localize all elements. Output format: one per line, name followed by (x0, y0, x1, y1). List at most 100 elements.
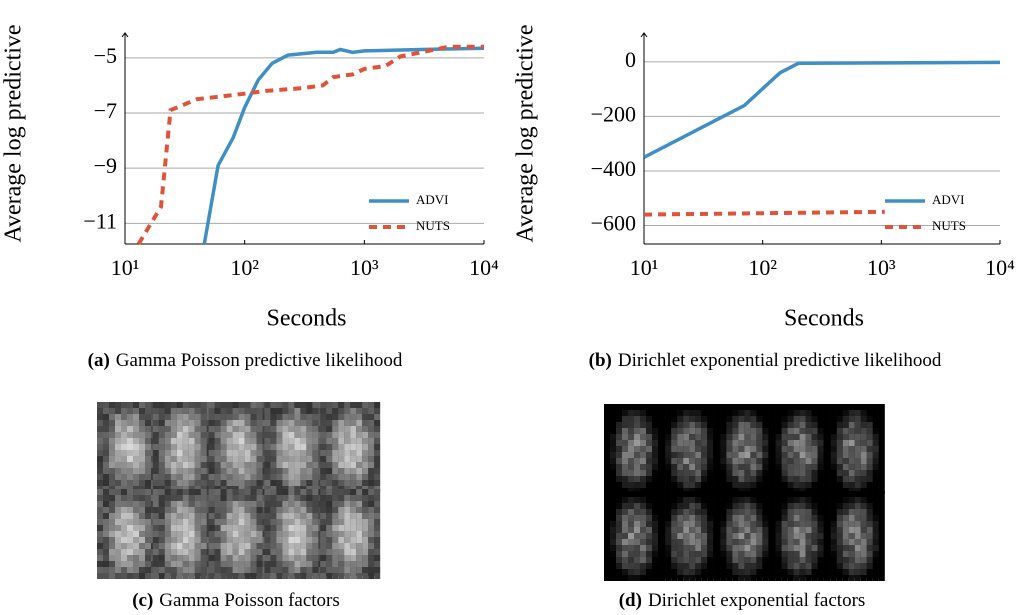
pixel (769, 491, 776, 497)
pixel (714, 458, 721, 464)
pixel (830, 509, 837, 515)
pixel (769, 539, 776, 545)
pixel (270, 450, 277, 456)
pixel (878, 422, 885, 428)
pixel (701, 503, 708, 509)
pixel (282, 414, 289, 420)
pixel (793, 557, 800, 563)
pixel (182, 426, 189, 432)
pixel (848, 575, 855, 581)
pixel (836, 569, 843, 575)
pixel (344, 573, 351, 579)
pixel (368, 432, 375, 438)
pixel (244, 414, 251, 420)
pixel (270, 462, 277, 468)
pixel (646, 428, 652, 434)
pixel (604, 521, 610, 527)
pixel (616, 482, 622, 488)
pixel (244, 450, 251, 456)
pixel (300, 501, 307, 507)
pixel (842, 440, 849, 446)
pixel (294, 543, 301, 549)
pixel (769, 482, 776, 488)
pixel (616, 569, 622, 575)
pixel (799, 491, 806, 497)
pixel (300, 489, 307, 495)
pixel (294, 549, 301, 555)
pixel (220, 549, 227, 555)
pixel (170, 537, 177, 543)
pixel (115, 573, 121, 579)
pixel (775, 446, 782, 452)
pixel (811, 404, 818, 410)
pixel (127, 468, 133, 474)
pixel (622, 440, 628, 446)
pixel (683, 575, 690, 581)
pixel (659, 434, 666, 440)
pixel (220, 501, 227, 507)
pixel (220, 462, 227, 468)
pixel (121, 474, 127, 480)
pixel (604, 497, 610, 503)
pixel (306, 414, 313, 420)
pixel (344, 462, 351, 468)
pixel (170, 408, 177, 414)
pixel (610, 464, 616, 470)
pixel (750, 482, 757, 488)
pixel (356, 489, 363, 495)
pixel (250, 414, 257, 420)
pixel (787, 404, 794, 410)
pixel (860, 521, 867, 527)
pixel (604, 452, 610, 458)
pixel (338, 462, 345, 468)
pixel (616, 464, 622, 470)
pixel (805, 521, 812, 527)
pixel (288, 519, 295, 525)
pixel (276, 456, 283, 462)
pixel (109, 549, 115, 555)
pixel (854, 509, 861, 515)
pixel (133, 474, 139, 480)
pixel (306, 420, 313, 426)
pixel (836, 533, 843, 539)
pixel (264, 474, 271, 480)
pixel (306, 501, 313, 507)
pixel (127, 462, 133, 468)
pixel (738, 575, 745, 581)
pixel (738, 416, 745, 422)
pixel (824, 416, 831, 422)
pixel (182, 456, 189, 462)
pixel (282, 450, 289, 456)
pixel (732, 416, 739, 422)
pixel (332, 513, 339, 519)
pixel (256, 531, 263, 537)
pixel (762, 482, 769, 488)
pixel (604, 458, 610, 464)
pixel (854, 476, 861, 482)
pixel (170, 507, 177, 513)
pixel (689, 458, 696, 464)
pixel (872, 569, 879, 575)
pixel (817, 458, 824, 464)
pixel (200, 438, 207, 444)
pixel (659, 551, 666, 557)
pixel (824, 509, 831, 515)
pixel (775, 497, 782, 503)
pixel (276, 489, 283, 495)
pixel (344, 480, 351, 486)
pixel (707, 470, 714, 476)
pixel (350, 519, 357, 525)
pixel (182, 495, 189, 501)
pixel (362, 474, 369, 480)
pixel (320, 489, 327, 495)
pixel (170, 531, 177, 537)
pixel (860, 551, 867, 557)
pixel (689, 569, 696, 575)
pixel (152, 573, 159, 579)
pixel (799, 539, 806, 545)
pixel (762, 503, 769, 509)
pixel (306, 432, 313, 438)
pixel (701, 491, 708, 497)
pixel (622, 533, 628, 539)
pixel (799, 563, 806, 569)
